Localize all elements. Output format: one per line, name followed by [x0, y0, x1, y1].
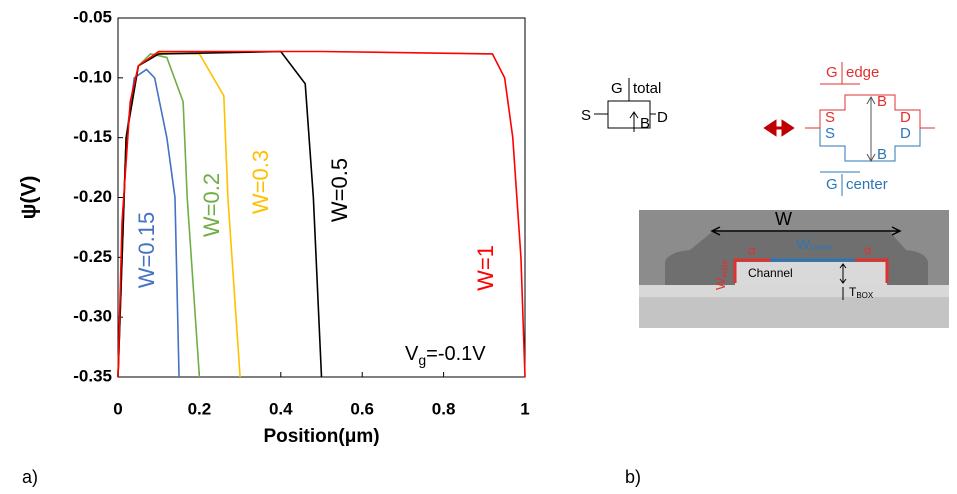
series-line	[117, 50, 526, 378]
label: W	[713, 277, 728, 290]
channel	[735, 262, 887, 285]
y-tick-label: -0.15	[73, 127, 112, 146]
label: B	[640, 115, 650, 132]
x-tick-label: 0.2	[188, 399, 212, 418]
arrow	[629, 111, 639, 132]
x-tick-label: 0.8	[432, 399, 456, 418]
label: D	[900, 109, 911, 126]
label: G	[611, 80, 623, 97]
equivalence-arrow	[763, 119, 795, 137]
series-label: W=0.5	[327, 158, 352, 222]
series-label: W=0.2	[199, 173, 224, 237]
arrow	[710, 226, 902, 236]
label: Channel	[748, 266, 793, 280]
x-tick-label: 0	[113, 399, 122, 418]
label: edge	[720, 259, 729, 277]
series-label: W=0.3	[248, 150, 273, 214]
arrow	[866, 95, 876, 163]
y-tick-label: -0.20	[73, 187, 112, 206]
label: T	[849, 285, 857, 299]
label: S	[825, 125, 835, 142]
circuit-symbols: G total S B D G edge S S B D D B G cente…	[581, 62, 935, 196]
device-outline	[594, 100, 651, 115]
label: G	[826, 64, 838, 81]
y-tick-label: -0.25	[73, 247, 112, 266]
label: TBOX	[849, 285, 874, 300]
label: B	[877, 146, 887, 163]
label: S	[825, 109, 835, 126]
annotation-text: =-0.1V	[426, 343, 486, 365]
plot-frame	[117, 17, 526, 378]
label: Wedge	[713, 259, 729, 290]
label: W	[775, 209, 792, 229]
label: B	[877, 93, 887, 110]
label: S	[581, 107, 591, 124]
panel-label: a)	[22, 467, 38, 487]
series-label: W=1	[473, 245, 498, 291]
y-axis-label: ψ(V)	[18, 176, 41, 220]
x-tick-label: 0.6	[350, 399, 374, 418]
y-tick-label: -0.30	[73, 307, 112, 326]
label: D	[657, 109, 668, 126]
label: Wcenter	[796, 236, 833, 253]
line-chart: -0.35 -0.30 -0.25 -0.20 -0.15 -0.10 -0.05 0 0.2 0…	[18, 7, 530, 447]
annotation-text: g	[418, 352, 426, 368]
label: BOX	[856, 291, 874, 300]
arrow	[839, 263, 847, 300]
y-tick-label: -0.05	[73, 7, 112, 26]
label: α	[864, 242, 872, 257]
label: center	[810, 243, 833, 252]
edge-outline	[805, 94, 935, 129]
annotation: Vg=-0.1V	[405, 343, 486, 367]
label: G	[826, 176, 838, 193]
label: α	[748, 242, 756, 257]
y-tick-label: -0.10	[73, 67, 112, 86]
label: edge	[846, 64, 879, 81]
edge-line	[733, 258, 889, 283]
label: center	[846, 176, 888, 193]
y-tick-label: -0.35	[73, 366, 112, 385]
x-tick-label: 1	[520, 399, 529, 418]
x-tick-label: 0.4	[269, 399, 293, 418]
center-outline	[819, 128, 921, 162]
series-label: W=0.15	[134, 212, 159, 288]
sem-image: W Wcenter α α Wedge Channel TBOX	[639, 209, 949, 328]
panel-label: b)	[625, 467, 641, 487]
label: W	[796, 236, 811, 253]
label: total	[633, 80, 661, 97]
substrate	[639, 297, 949, 328]
device-outline	[607, 113, 656, 129]
annotation-text: V	[405, 343, 419, 365]
box-layer	[639, 285, 949, 297]
label: D	[900, 125, 911, 142]
x-axis-label: Position(μm)	[263, 426, 379, 447]
